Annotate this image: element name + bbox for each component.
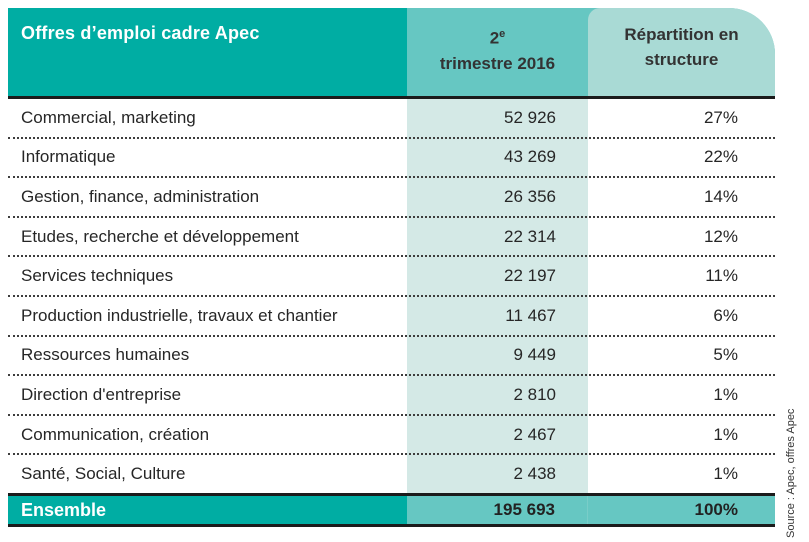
table-row: Ressources humaines 9 449 5% bbox=[8, 337, 775, 377]
table-row: Production industrielle, travaux et chan… bbox=[8, 297, 775, 337]
total-label: Ensemble bbox=[8, 496, 407, 524]
header-rule bbox=[8, 96, 775, 99]
total-right-group: 195 693 100% bbox=[407, 496, 775, 524]
table-row: Gestion, finance, administration 26 356 … bbox=[8, 178, 775, 218]
row-value: 22 314 bbox=[504, 226, 556, 246]
quarter-superscript: e bbox=[499, 28, 506, 40]
row-label: Informatique bbox=[21, 147, 116, 167]
row-value: 52 926 bbox=[504, 107, 556, 127]
row-pct: 14% bbox=[703, 186, 738, 206]
table-body: Commercial, marketing 52 926 27% Informa… bbox=[8, 99, 775, 493]
row-value: 26 356 bbox=[504, 186, 556, 206]
row-label: Services techniques bbox=[21, 266, 174, 286]
table-row: Commercial, marketing 52 926 27% bbox=[8, 99, 775, 139]
source-note: Source : Apec, offres Apec bbox=[785, 408, 797, 538]
table-row: Services techniques 22 197 11% bbox=[8, 257, 775, 297]
rows-container: Commercial, marketing 52 926 27% Informa… bbox=[8, 99, 775, 493]
row-label: Production industrielle, travaux et chan… bbox=[21, 305, 338, 325]
row-pct: 1% bbox=[713, 424, 738, 444]
row-pct: 12% bbox=[703, 226, 738, 246]
row-pct: 27% bbox=[703, 107, 738, 127]
row-label: Etudes, recherche et développement bbox=[21, 226, 299, 246]
row-label: Direction d'entreprise bbox=[21, 384, 182, 404]
apec-offers-table: Offres d’emploi cadre Apec 2e trimestre … bbox=[8, 8, 775, 533]
row-value: 2 810 bbox=[513, 384, 556, 404]
header-col-trimestre: 2e trimestre 2016 bbox=[407, 8, 588, 96]
row-pct: 11% bbox=[705, 266, 738, 286]
row-pct: 6% bbox=[713, 305, 738, 325]
row-value: 2 467 bbox=[513, 424, 556, 444]
row-value: 11 467 bbox=[505, 305, 556, 325]
row-pct: 22% bbox=[703, 147, 738, 167]
row-value: 43 269 bbox=[504, 147, 556, 167]
row-pct: 1% bbox=[713, 464, 738, 484]
row-value: 9 449 bbox=[513, 345, 556, 365]
row-value: 2 438 bbox=[513, 464, 556, 484]
repartition-line2: structure bbox=[644, 50, 719, 69]
row-label: Commercial, marketing bbox=[21, 107, 196, 127]
row-pct: 1% bbox=[713, 384, 738, 404]
table-row: Etudes, recherche et développement 22 31… bbox=[8, 218, 775, 258]
row-pct: 5% bbox=[713, 345, 738, 365]
quarter-number: 2 bbox=[489, 28, 500, 48]
total-pct: 100% bbox=[694, 500, 738, 519]
table-row: Informatique 43 269 22% bbox=[8, 139, 775, 179]
row-label: Santé, Social, Culture bbox=[21, 464, 186, 484]
row-label: Ressources humaines bbox=[21, 345, 190, 365]
total-row: Ensemble 195 693 100% bbox=[8, 493, 775, 527]
header-right-group: 2e trimestre 2016 Répartition en structu… bbox=[407, 8, 775, 96]
header-col-repartition: Répartition en structure bbox=[588, 8, 775, 96]
table-header-row: Offres d’emploi cadre Apec 2e trimestre … bbox=[8, 8, 775, 96]
row-value: 22 197 bbox=[504, 266, 556, 286]
table-row: Direction d'entreprise 2 810 1% bbox=[8, 376, 775, 416]
header-title: Offres d’emploi cadre Apec bbox=[8, 8, 407, 96]
repartition-line1: Répartition en bbox=[624, 25, 739, 44]
quarter-label: trimestre 2016 bbox=[439, 53, 556, 73]
table-row: Communication, création 2 467 1% bbox=[8, 416, 775, 456]
row-label: Communication, création bbox=[21, 424, 210, 444]
total-value: 195 693 bbox=[407, 496, 588, 524]
table-row: Santé, Social, Culture 2 438 1% bbox=[8, 455, 775, 493]
row-label: Gestion, finance, administration bbox=[21, 186, 260, 206]
